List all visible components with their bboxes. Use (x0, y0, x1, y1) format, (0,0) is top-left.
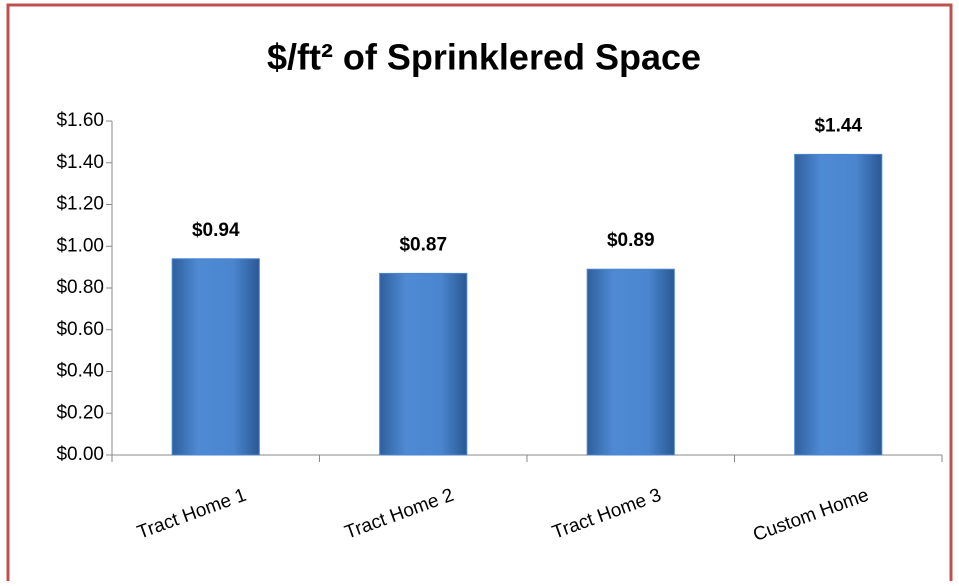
y-tick-label: $1.60 (56, 110, 104, 131)
y-tick-label: $1.00 (56, 235, 104, 256)
y-tick-label: $0.80 (56, 277, 104, 298)
bar (379, 272, 468, 456)
x-tick-label: Tract Home 2 (342, 485, 457, 544)
value-label: $0.89 (607, 230, 655, 251)
x-tick-label: Tract Home 1 (135, 485, 250, 544)
x-tick-label: Tract Home 3 (550, 485, 665, 544)
y-tick-label: $0.40 (56, 361, 104, 382)
value-label: $0.94 (192, 220, 240, 241)
value-label: $0.87 (399, 234, 447, 255)
chart-title: $/ft² of Sprinklered Space (267, 37, 701, 78)
x-tick-label: Custom Home (750, 485, 871, 546)
y-tick-label: $0.00 (56, 444, 104, 465)
chart-border (6, 3, 953, 586)
bar (586, 268, 675, 456)
y-tick-label: $1.20 (56, 194, 104, 215)
value-label: $1.44 (814, 115, 862, 136)
bar (171, 258, 260, 456)
y-tick-label: $0.60 (56, 319, 104, 340)
y-tick-label: $1.40 (56, 152, 104, 173)
y-tick-label: $0.20 (56, 402, 104, 423)
bar (794, 153, 883, 456)
